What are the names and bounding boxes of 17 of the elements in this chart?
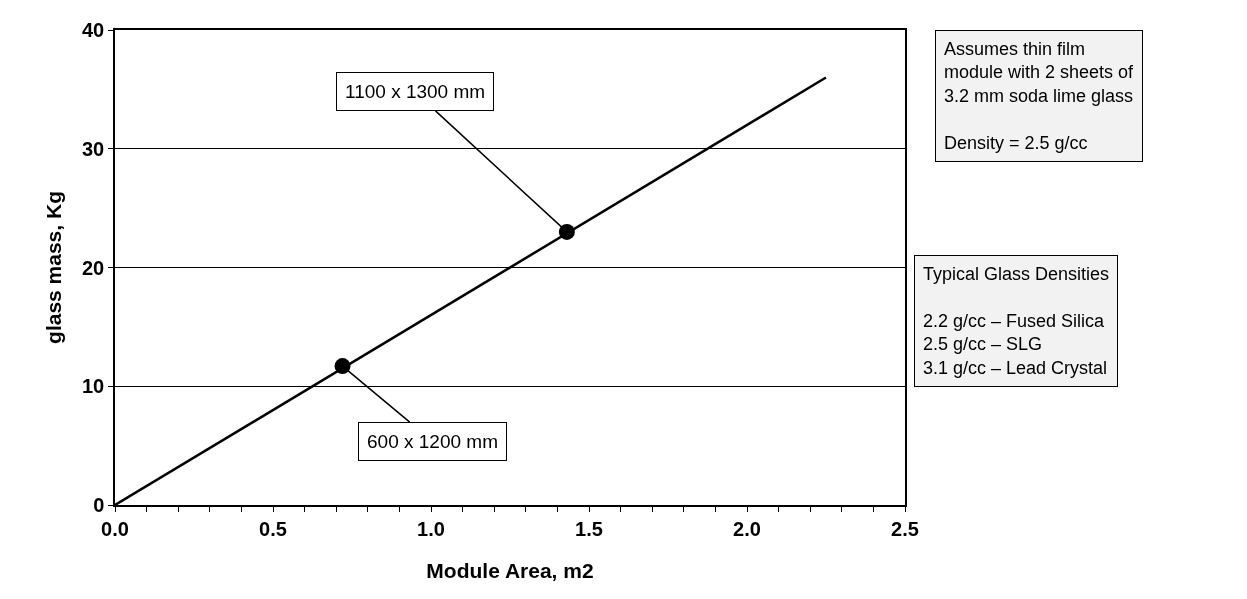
y-tick-label: 30	[82, 137, 105, 160]
x-tick-label: 1.5	[575, 517, 603, 540]
y-tick-label: 0	[93, 494, 105, 516]
y-tick-label: 40	[82, 19, 105, 41]
x-tick-label: 1.0	[417, 517, 445, 540]
annotation: 600 x 1200 mm	[367, 431, 498, 452]
text: Typical Glass Densities 2.2 g/cc – Fused Silica 2.5 g/cc – SLG 3.1 g/cc – Lead Crystal	[923, 264, 1110, 378]
annotation: 1100 x 1300 mm	[345, 81, 486, 102]
y-tick-label: 10	[82, 375, 105, 398]
x-tick-label: 2.0	[733, 517, 761, 540]
text: Assumes thin film module with 2 sheets of 3.2 mm soda lime glass Density = 2.5 g/cc	[944, 39, 1134, 153]
x-axis-title: Module Area, m2	[426, 559, 594, 583]
x-tick-label: 0.0	[101, 517, 129, 540]
x-tick-label: 0.5	[259, 517, 287, 540]
y-tick-label: 20	[82, 256, 105, 279]
y-axis-title: glass mass, Kg	[41, 191, 65, 344]
x-tick-label: 2.5	[891, 517, 919, 540]
